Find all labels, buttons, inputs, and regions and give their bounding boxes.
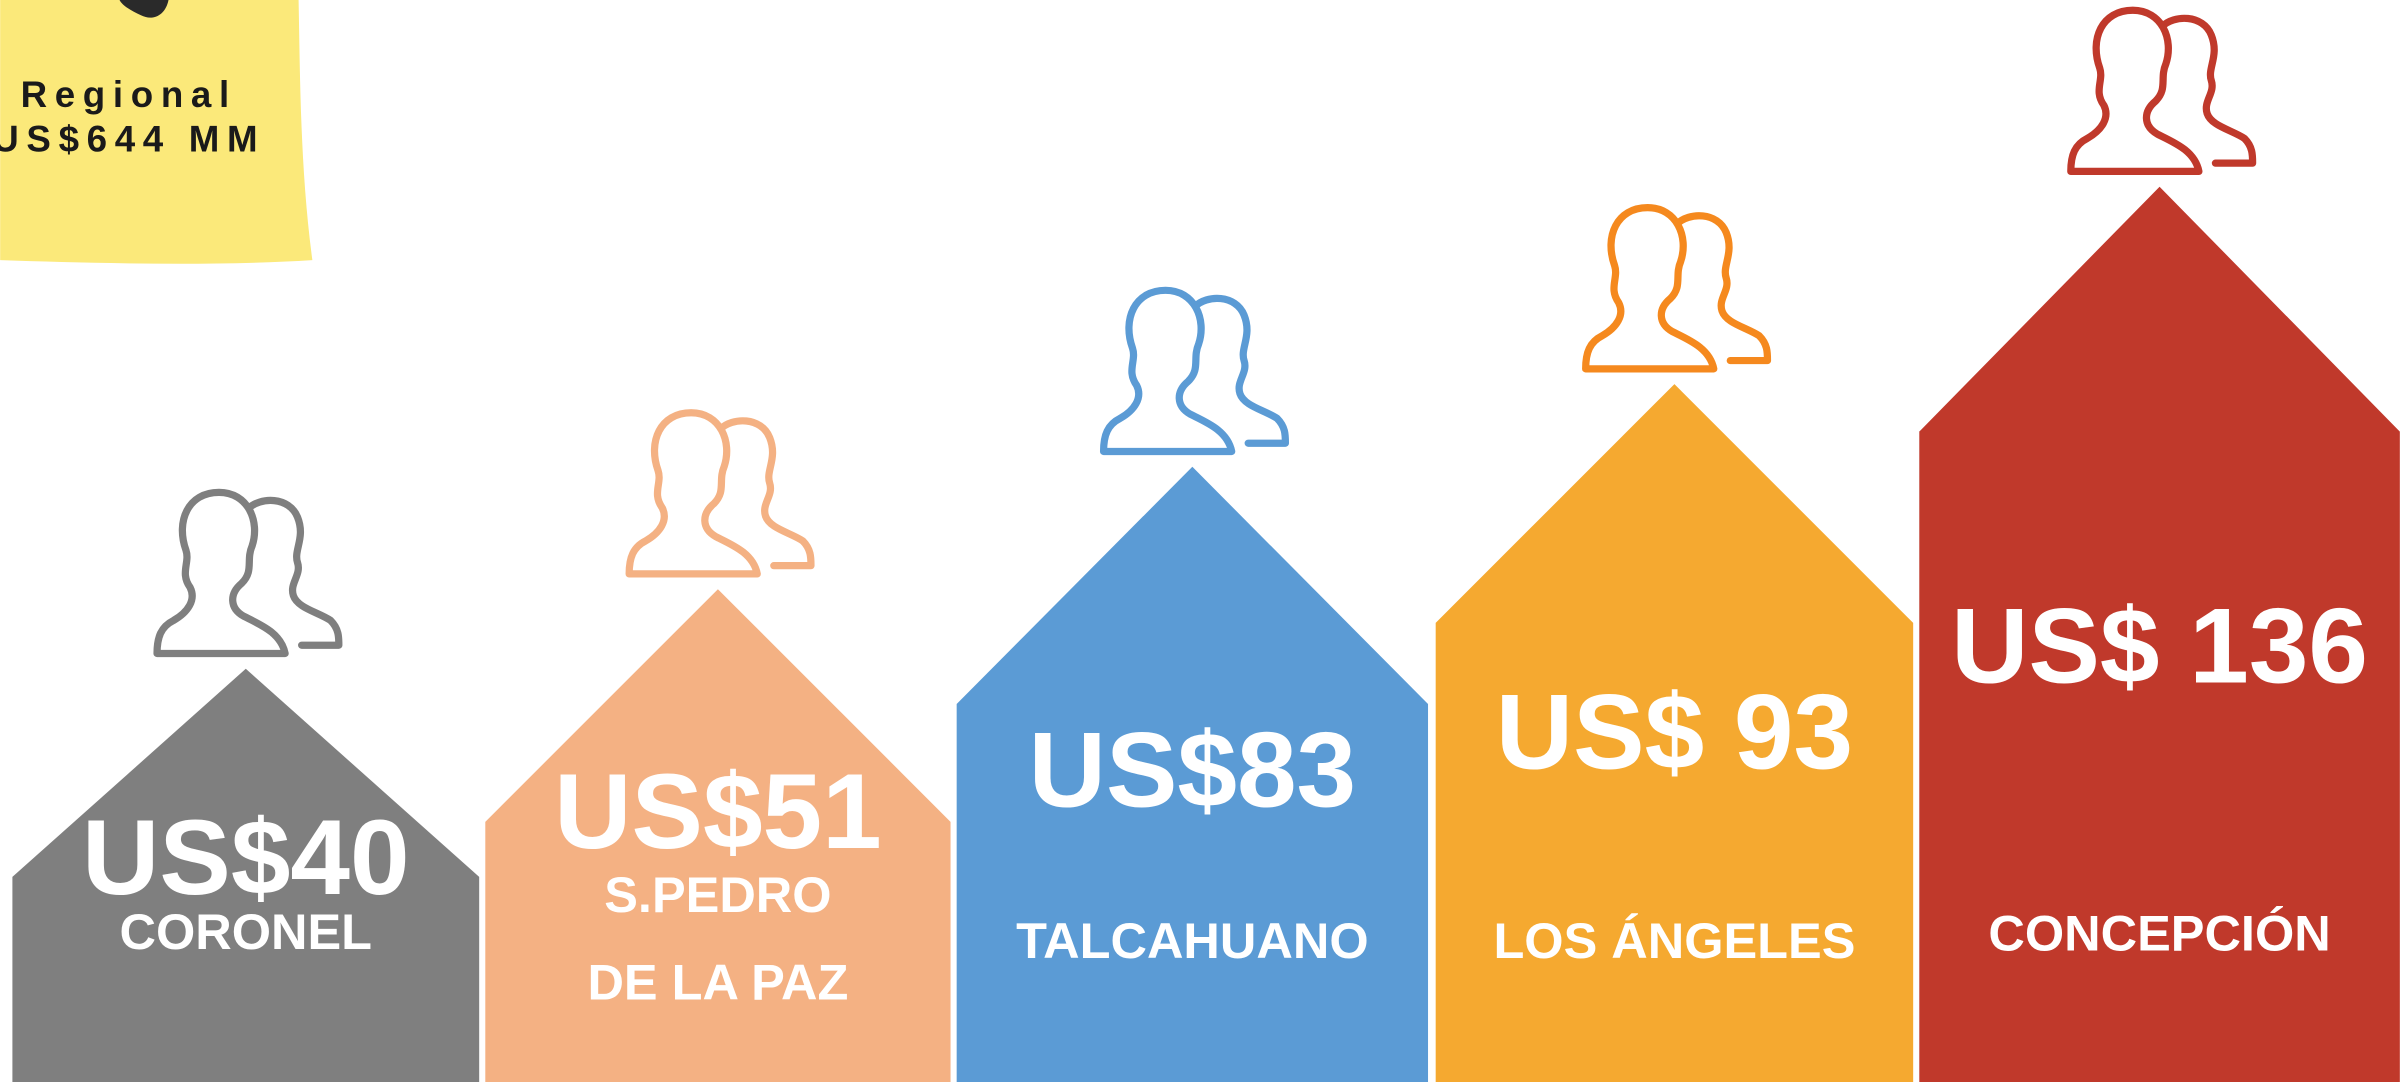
house-shape	[1919, 186, 2400, 1082]
icon-person-front	[1099, 286, 1236, 456]
icon-person-front	[2067, 6, 2203, 176]
house-shape	[1435, 384, 1914, 1082]
icon-person-back	[2158, 14, 2257, 167]
icon-person-back	[1190, 294, 1290, 447]
house-shape	[956, 466, 1429, 1082]
people-icon	[2067, 6, 2257, 176]
sticky-note	[0, 0, 313, 264]
house-shape	[12, 668, 480, 1082]
house-city: TALCAHUANO	[1016, 912, 1369, 969]
house-city: LOS ÁNGELES	[1493, 912, 1855, 969]
icon-person-back	[1672, 212, 1772, 365]
people-icon	[153, 488, 343, 658]
house-value: US$40	[82, 797, 410, 917]
people-icon	[1099, 286, 1290, 456]
house-city: CONCEPCIÓN	[1988, 904, 2330, 961]
house-value: US$51	[554, 751, 882, 871]
people-icon	[625, 409, 815, 578]
house: US$83 TALCAHUANO	[956, 286, 1429, 1082]
house: US$ 136 CONCEPCIÓN	[1919, 6, 2400, 1082]
house-value: US$83	[1029, 710, 1357, 830]
icon-person-front	[1582, 204, 1718, 373]
house-city: DE LA PAZ	[587, 953, 848, 1010]
note-line: US$644 MM	[0, 119, 265, 160]
icon-person-front	[153, 488, 289, 658]
house: US$51S.PEDRO DE LA PAZ	[485, 409, 951, 1082]
house: US$ 93 LOS ÁNGELES	[1435, 204, 1914, 1082]
note-line: Regional	[21, 74, 237, 115]
icon-person-back	[716, 417, 815, 570]
pin	[119, 0, 169, 18]
people-icon	[1582, 204, 1772, 373]
house-value: US$ 93	[1496, 671, 1853, 791]
icon-person-back	[244, 496, 343, 649]
house-city: CORONEL	[120, 903, 373, 960]
house-value: US$ 136	[1951, 586, 2368, 706]
house-city: S.PEDRO	[604, 866, 831, 923]
icon-person-front	[625, 409, 761, 578]
house-shape	[485, 589, 951, 1082]
